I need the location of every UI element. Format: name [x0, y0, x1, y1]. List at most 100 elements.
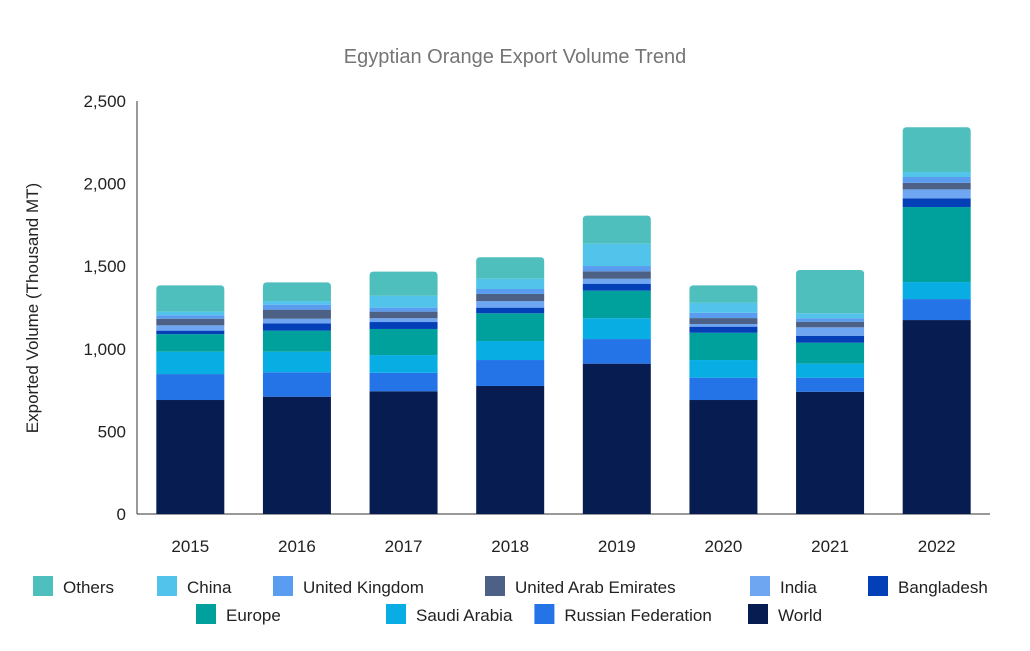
- bar-segment-india: [369, 318, 438, 323]
- bar-segment-united-arab-emirates: [796, 321, 865, 328]
- bar-segment-others: [369, 271, 438, 296]
- bar-stack-2021: [796, 269, 865, 514]
- bar-segment-world: [476, 385, 545, 514]
- bar-segment-bangladesh: [262, 323, 331, 331]
- legend-swatch: [750, 576, 770, 596]
- legend-item-others[interactable]: Others: [33, 576, 114, 597]
- x-tick-label: 2022: [918, 537, 956, 556]
- bar-segment-others: [902, 127, 971, 173]
- legend-swatch: [868, 576, 888, 596]
- bar-segment-united-kingdom: [156, 315, 225, 319]
- bar-segment-russian-federation: [476, 360, 545, 386]
- bar-segment-russian-federation: [369, 372, 438, 392]
- bar-segment-saudi-arabia: [902, 282, 971, 300]
- bar-stack-2015: [156, 285, 225, 514]
- legend-item-united-kingdom[interactable]: United Kingdom: [273, 576, 424, 597]
- bar-segment-china: [156, 311, 225, 316]
- bar-segment-russian-federation: [582, 339, 651, 364]
- bar-segment-india: [262, 318, 331, 324]
- legend-item-india[interactable]: India: [750, 576, 817, 597]
- legend-item-bangladesh[interactable]: Bangladesh: [868, 576, 988, 597]
- bar-segment-united-arab-emirates: [902, 182, 971, 190]
- legend-swatch: [534, 604, 555, 624]
- bar-segment-india: [582, 278, 651, 284]
- bar-segment-united-kingdom: [796, 318, 865, 322]
- bar-segment-others: [582, 215, 651, 244]
- x-tick-label: 2020: [705, 537, 743, 556]
- bar-segment-russian-federation: [262, 372, 331, 397]
- bar-stack-2018: [476, 257, 545, 514]
- legend-item-united-arab-emirates[interactable]: United Arab Emirates: [485, 576, 676, 597]
- y-tick-label: 1,500: [83, 257, 126, 276]
- y-tick-label: 0: [117, 505, 126, 524]
- x-tick-label: 2016: [278, 537, 316, 556]
- bar-segment-saudi-arabia: [796, 363, 865, 378]
- bar-segment-europe: [796, 342, 865, 364]
- bar-segment-saudi-arabia: [689, 360, 758, 378]
- bar-segment-bangladesh: [156, 330, 225, 335]
- y-axis-label: Exported Volume (Thousand MT): [23, 183, 42, 433]
- bar-segment-world: [582, 363, 651, 514]
- bar-segment-china: [476, 278, 545, 289]
- x-tick-label: 2018: [491, 537, 529, 556]
- bar-segment-europe: [902, 207, 971, 283]
- bar-segment-india: [796, 327, 865, 336]
- bar-segment-bangladesh: [796, 335, 865, 343]
- bar-segment-europe: [476, 313, 545, 342]
- bar-segment-others: [262, 282, 331, 302]
- legend-item-europe[interactable]: Europe: [196, 604, 281, 625]
- legend-swatch: [33, 576, 53, 596]
- bar-stack-2017: [369, 271, 438, 514]
- y-tick-label: 2,500: [83, 92, 126, 111]
- bar-segment-united-arab-emirates: [262, 309, 331, 319]
- bar-segment-world: [262, 396, 331, 514]
- bar-segment-india: [476, 301, 545, 308]
- x-tick-label: 2015: [171, 537, 209, 556]
- bar-segment-bangladesh: [476, 307, 545, 314]
- bar-segment-europe: [582, 290, 651, 319]
- bar-segment-others: [796, 269, 865, 314]
- bar-segment-united-arab-emirates: [476, 293, 545, 302]
- legend-item-saudi-arabia[interactable]: Saudi Arabia: [386, 604, 513, 625]
- bar-segment-china: [689, 302, 758, 313]
- bar-segment-saudi-arabia: [369, 355, 438, 373]
- bar-segment-europe: [689, 332, 758, 361]
- bar-segment-world: [902, 320, 971, 514]
- bar-segment-others: [156, 285, 225, 312]
- bar-segment-russian-federation: [156, 374, 225, 401]
- legend-item-china[interactable]: China: [157, 576, 232, 597]
- legend-label: India: [780, 578, 817, 597]
- y-tick-label: 500: [98, 422, 126, 441]
- legend-item-world[interactable]: World: [748, 604, 822, 625]
- chart-title: Egyptian Orange Export Volume Trend: [344, 46, 686, 68]
- bar-segment-united-kingdom: [902, 176, 971, 183]
- bar-segment-russian-federation: [902, 299, 971, 321]
- bar-stack-2020: [689, 285, 758, 514]
- bar-segment-world: [796, 391, 865, 514]
- bar-segment-china: [902, 172, 971, 177]
- bar-segment-bangladesh: [582, 283, 651, 291]
- bar-segment-others: [476, 257, 545, 279]
- y-tick-label: 2,000: [83, 175, 126, 194]
- bar-segment-china: [369, 295, 438, 308]
- legend-swatch: [485, 576, 505, 596]
- legend-label: World: [778, 606, 822, 625]
- bar-segment-china: [582, 243, 651, 267]
- bar-segment-united-arab-emirates: [369, 311, 438, 319]
- legend-swatch: [748, 604, 768, 624]
- bar-segment-india: [156, 325, 225, 331]
- bar-segment-united-arab-emirates: [689, 318, 758, 325]
- bar-segment-united-kingdom: [476, 288, 545, 294]
- bar-segment-saudi-arabia: [156, 351, 225, 375]
- legend-item-russian-federation[interactable]: Russian Federation: [534, 604, 712, 625]
- bar-stack-2022: [902, 127, 971, 514]
- legend-swatch: [273, 576, 293, 596]
- bar-segment-united-kingdom: [689, 312, 758, 319]
- bar-segment-china: [796, 313, 865, 319]
- bar-segment-europe: [369, 328, 438, 356]
- bar-segment-bangladesh: [369, 322, 438, 329]
- bar-segment-united-arab-emirates: [156, 318, 225, 326]
- bar-segment-united-kingdom: [369, 307, 438, 312]
- x-tick-label: 2017: [385, 537, 423, 556]
